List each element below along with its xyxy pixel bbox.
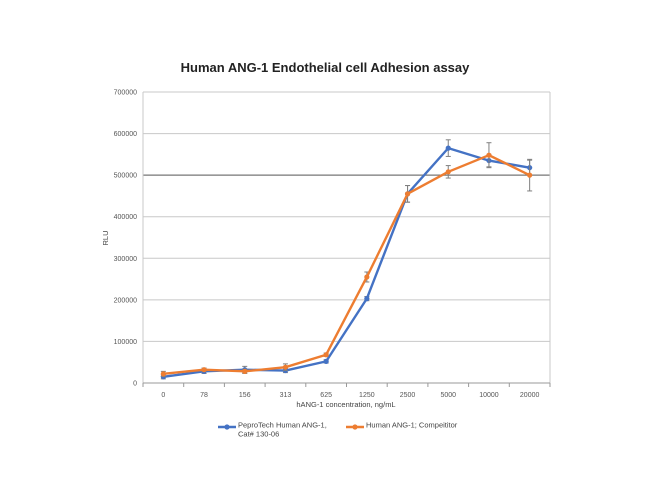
legend-marker-icon [224,424,230,430]
chart-title: Human ANG-1 Endothelial cell Adhesion as… [180,60,470,75]
legend-label: PeproTech Human ANG-1, [238,421,327,430]
x-tick-label: 10000 [479,392,499,399]
data-point [527,172,533,178]
x-axis-label: hANG-1 concentration, ng/mL [296,400,395,409]
y-axis-ticks: 0 100000 200000 300000 400000 500000 600000 700… [114,90,137,388]
legend-marker-icon [352,424,358,430]
data-point [364,296,370,302]
legend: PeproTech Human ANG-1,Cat# 130-06 Human A… [218,421,458,439]
x-tick-label: 1250 [359,392,375,399]
x-tick-label: 313 [280,392,292,399]
data-point [364,274,370,280]
data-point [242,368,248,374]
x-tick-label: 625 [320,392,332,399]
data-point [404,191,411,197]
series-competitor [160,142,533,377]
data-point [160,371,166,377]
y-tick-label: 700000 [114,90,137,97]
legend-item-peprotech: PeproTech Human ANG-1,Cat# 130-06 [218,421,327,439]
y-tick-label: 500000 [114,173,137,180]
x-axis-ticks: 0 78 156 313 625 1250 2500 5000 10000 20000 [142,383,551,399]
data-series [160,139,533,380]
y-tick-label: 100000 [114,339,137,346]
y-tick-label: 0 [133,381,137,388]
data-point [282,364,289,370]
legend-label: Human ANG-1; Compeititor [366,421,458,430]
x-tick-label: 0 [161,392,165,399]
y-tick-label: 600000 [114,131,137,138]
y-tick-label: 300000 [114,256,137,263]
data-point [323,352,329,358]
x-tick-label: 156 [239,392,251,399]
legend-item-competitor: Human ANG-1; Compeititor [346,421,458,430]
x-tick-label: 20000 [520,392,540,399]
gridlines [142,91,551,384]
data-point [323,358,329,364]
data-point [486,152,492,158]
data-point [445,169,451,175]
legend-label: Cat# 130-06 [238,430,279,439]
series-line [163,153,531,376]
x-tick-label: 2500 [400,392,416,399]
y-tick-label: 400000 [114,214,137,221]
series-line [163,146,530,378]
data-point [201,367,207,373]
data-point [445,145,451,151]
x-tick-label: 5000 [440,392,456,399]
y-tick-label: 200000 [114,297,137,304]
y-axis-label: RLU [101,230,110,245]
x-tick-label: 78 [200,392,208,399]
